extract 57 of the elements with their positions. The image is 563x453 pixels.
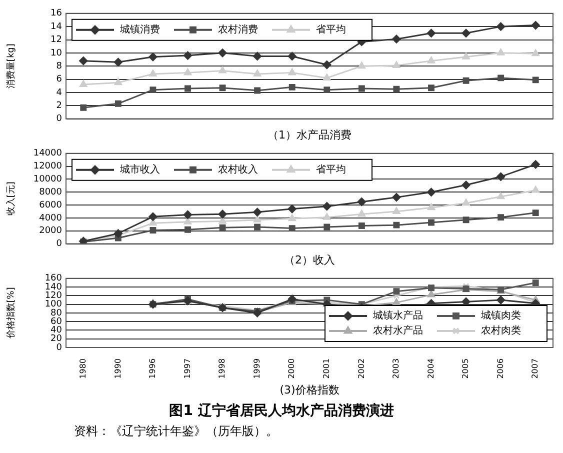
x-axis-title: (3)价格指数 xyxy=(280,383,340,396)
y-tick-label: 160 xyxy=(44,274,62,284)
x-tick-label: 1997 xyxy=(182,358,192,379)
y-tick-label: 8 xyxy=(56,61,62,72)
y-tick-label: 14000 xyxy=(33,148,62,159)
y-tick-label: 2000 xyxy=(39,226,62,236)
y-tick-label: 12 xyxy=(50,35,62,46)
x-tick-label: 2006 xyxy=(496,358,505,379)
x-tick-label: 2001 xyxy=(322,358,331,379)
y-tick-label: 4 xyxy=(56,88,62,98)
legend-label: 城镇肉类 xyxy=(480,310,521,322)
x-tick-label: 1998 xyxy=(218,358,227,379)
x-tick-label: 1999 xyxy=(252,358,262,379)
legend-label: 城镇水产品 xyxy=(372,310,423,322)
legend-label: 城镇消费 xyxy=(119,23,160,36)
y-tick-label: 120 xyxy=(44,291,62,302)
x-tick-label: 2005 xyxy=(461,358,470,379)
y-tick-label: 2 xyxy=(56,100,62,111)
y-axis-title: 消费量[kg] xyxy=(6,44,17,89)
legend-label: 农村肉类 xyxy=(481,324,521,337)
y-tick-label: 4000 xyxy=(39,213,62,224)
y-tick-label: 16 xyxy=(50,8,62,19)
legend-label: 农村收入 xyxy=(218,163,258,176)
y-tick-label: 140 xyxy=(44,282,62,292)
x-axis-title: （1）水产品消费 xyxy=(268,128,352,142)
legend-label: 省平均 xyxy=(316,163,346,176)
y-tick-label: 8000 xyxy=(39,187,62,198)
legend-label: 农村消费 xyxy=(218,23,258,36)
x-tick-label: 2007 xyxy=(530,358,540,379)
x-tick-label: 1996 xyxy=(148,358,158,379)
y-tick-label: 100 xyxy=(44,300,62,310)
y-axis-title: 价格指数[%] xyxy=(6,287,17,340)
x-tick-label: 1980 xyxy=(78,358,88,379)
legend-label: 农村水产品 xyxy=(373,324,423,337)
x-tick-label: 2003 xyxy=(392,358,401,379)
y-tick-label: 12000 xyxy=(33,162,62,172)
y-tick-label: 14 xyxy=(50,22,62,32)
x-tick-label: 2004 xyxy=(426,358,436,379)
y-tick-label: 10000 xyxy=(33,174,62,185)
legend-label: 城市收入 xyxy=(119,163,160,176)
y-tick-label: 0 xyxy=(56,342,62,353)
y-tick-label: 10 xyxy=(50,48,62,58)
x-axis-title: （2）收入 xyxy=(284,253,335,266)
y-tick-label: 0 xyxy=(56,114,62,124)
x-tick-label: 1990 xyxy=(113,358,122,379)
legend-label: 省平均 xyxy=(316,23,346,36)
x-tick-label: 2002 xyxy=(356,358,366,379)
y-tick-label: 60 xyxy=(50,316,62,327)
y-tick-label: 0 xyxy=(56,239,62,250)
y-tick-label: 20 xyxy=(50,334,62,344)
y-tick-label: 6000 xyxy=(39,200,62,210)
caption: 图1 辽宁省居民人均水产品消费演进 xyxy=(168,402,395,420)
x-tick-label: 2000 xyxy=(287,358,296,379)
y-tick-label: 80 xyxy=(50,308,62,318)
text: 资料：《辽宁统计年鉴》（历年版）。 xyxy=(73,423,279,440)
y-tick-label: 6 xyxy=(56,74,62,85)
y-axis-title: 收入[元] xyxy=(6,182,17,216)
